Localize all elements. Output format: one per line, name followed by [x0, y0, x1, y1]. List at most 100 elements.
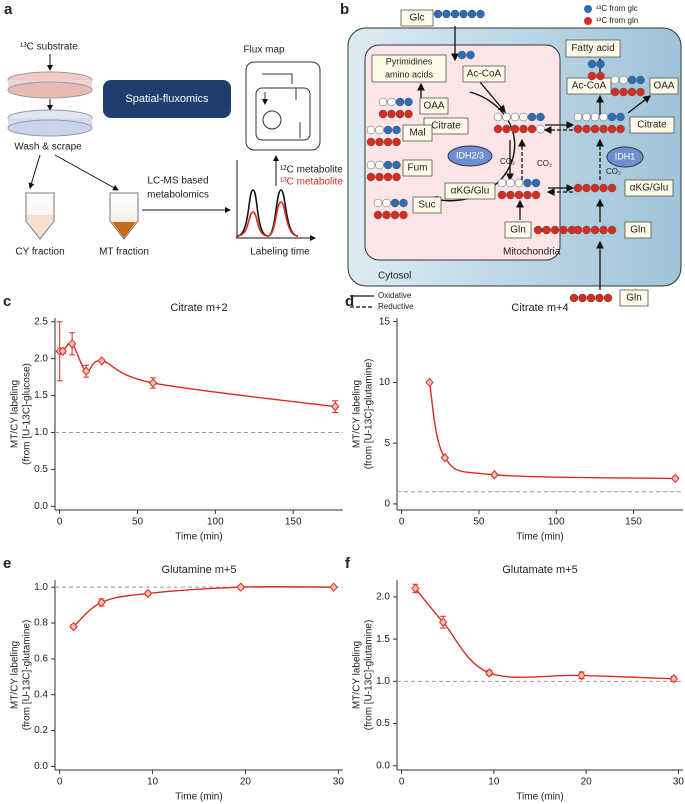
- legend-label: Reductive: [378, 302, 414, 311]
- carbon-atom: [582, 124, 591, 134]
- carbon-atom: [582, 183, 591, 193]
- y-axis-label: MT/CY labeling: [10, 380, 21, 448]
- flux-map-label: Flux map: [243, 45, 285, 56]
- data-point: [485, 668, 494, 678]
- data-point: [97, 356, 106, 366]
- carbon-atom: [607, 112, 617, 122]
- y-axis-label: (from [U-13C]-glutamine): [364, 359, 375, 470]
- panel-label: b: [340, 1, 349, 18]
- node-label: Fatty acid: [571, 43, 614, 54]
- carbon-atom: [392, 137, 401, 147]
- node-label: Citrate: [637, 120, 667, 131]
- x-axis-label: Time (min): [516, 532, 563, 543]
- node-label: Citrate: [431, 121, 461, 132]
- carbon-atom: [607, 225, 617, 235]
- node: [624, 179, 674, 197]
- legend-swatch: [584, 17, 592, 25]
- carbon-atom: [510, 124, 520, 134]
- carbon-atom: [627, 87, 637, 97]
- carbon-atom: [392, 125, 401, 135]
- chart-title: Glutamate m+5: [502, 564, 578, 576]
- carbon-atom: [595, 293, 604, 303]
- y-axis-label: MT/CY labeling: [10, 641, 21, 709]
- legend-label: ¹³C from glc: [596, 4, 638, 13]
- data-point: [143, 588, 153, 599]
- carbon-atom: [375, 172, 384, 182]
- node-label: Mal: [409, 128, 425, 139]
- carbon-atom: [569, 293, 579, 303]
- x-axis-label: Time (min): [175, 792, 222, 803]
- carbon-atom: [523, 190, 532, 200]
- enzyme: [447, 145, 493, 167]
- carbon-atom: [392, 160, 401, 170]
- carbon-atom: [590, 225, 600, 235]
- co2-label: CO₂: [500, 157, 515, 166]
- carbon-atom: [599, 183, 608, 193]
- panel-label: c: [3, 293, 11, 310]
- carbon-atom: [610, 75, 620, 85]
- carbon-atom: [596, 71, 605, 81]
- method-label: Spatial-fluxomics: [125, 93, 209, 105]
- lcms-label: LC-MS based: [147, 176, 208, 187]
- legend-label: Oxidative: [378, 291, 412, 300]
- carbon-atom: [599, 124, 608, 134]
- carbon-atom: [527, 112, 537, 122]
- carbon-atom: [550, 225, 560, 235]
- carbon-atom: [582, 112, 591, 122]
- y-tick-label: 0.5: [34, 464, 48, 475]
- dish: [7, 119, 93, 137]
- substrate-label: ¹³C substrate: [20, 42, 78, 53]
- y-tick-label: 0.4: [34, 689, 48, 700]
- panel-label: d: [345, 293, 354, 310]
- legend-13c: ¹³C metabolite: [280, 177, 343, 188]
- node-label: αKG/Glu: [630, 183, 669, 194]
- carbon-atom: [542, 225, 551, 235]
- data-point: [669, 674, 678, 684]
- carbon-atom: [366, 160, 376, 170]
- mt-label: MT fraction: [99, 247, 149, 258]
- carbon-atom: [466, 50, 475, 60]
- carbon-atom: [387, 109, 396, 119]
- carbon-atom: [596, 59, 605, 69]
- carbon-atom: [607, 124, 617, 134]
- carbon-atom: [510, 112, 520, 122]
- tube-content: [112, 222, 136, 238]
- x-axis-label: Time (min): [175, 532, 222, 543]
- node-label: αKG/Glu: [451, 186, 490, 197]
- carbon-atom: [599, 225, 608, 235]
- flux-map: [262, 110, 282, 130]
- carbon-atom: [527, 124, 537, 134]
- x-tick-label: 150: [285, 517, 302, 528]
- lcms-label: metabolomics: [147, 190, 209, 201]
- carbon-atom: [375, 160, 384, 170]
- data-point: [58, 346, 67, 356]
- carbon-atom: [506, 190, 515, 200]
- node: [400, 9, 434, 27]
- node: [412, 196, 442, 214]
- y-axis-label: MT/CY labeling: [352, 641, 363, 709]
- carbon-atom: [387, 97, 396, 107]
- y-tick-label: 15: [379, 316, 391, 327]
- data-point: [411, 583, 420, 594]
- carbon-atom: [519, 112, 528, 122]
- chart-title: Citrate m+4: [511, 302, 568, 314]
- node-label: Glc: [410, 13, 425, 24]
- y-tick-label: 0.2: [34, 725, 48, 736]
- y-axis-label: (from [U-13C]-glucose): [22, 363, 33, 465]
- carbon-atom: [395, 109, 405, 119]
- x-tick-label: 50: [473, 517, 485, 528]
- node: [402, 159, 433, 177]
- carbon-atom: [533, 225, 543, 235]
- node: [504, 221, 532, 239]
- chart: c Citrate m+2 Time (min) MT/CY labeling (fro…: [3, 293, 343, 543]
- carbon-atom: [378, 109, 388, 119]
- carbon-atom: [382, 198, 391, 208]
- series-line: [59, 342, 336, 408]
- arrow: [627, 95, 652, 114]
- y-tick-label: 0: [384, 499, 390, 510]
- carbon-atom: [497, 190, 507, 200]
- carbon-atom: [404, 109, 413, 119]
- y-axis-label: (from [U-13C]-glutamine): [22, 620, 33, 731]
- carbon-atom: [497, 178, 507, 188]
- carbon-atom: [578, 293, 587, 303]
